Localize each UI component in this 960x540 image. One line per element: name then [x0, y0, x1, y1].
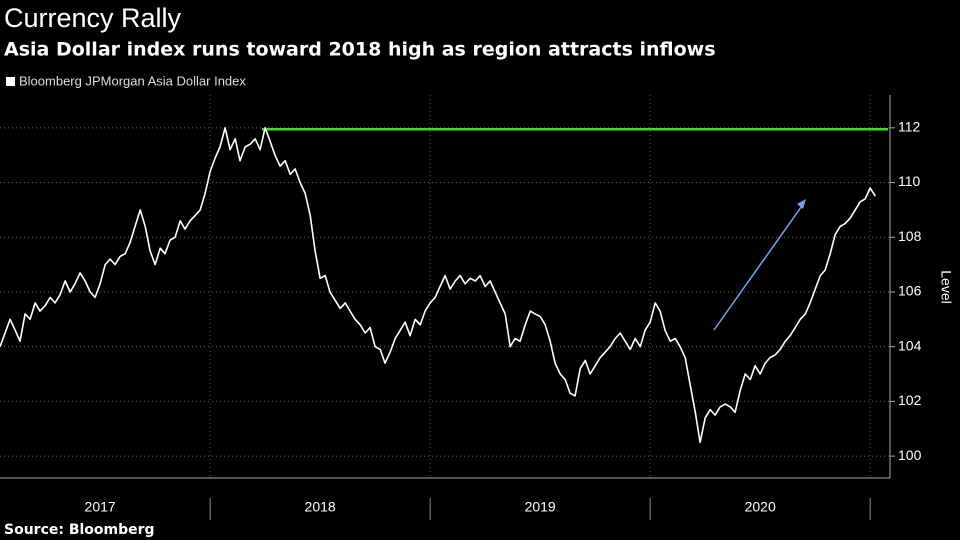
legend-label: Bloomberg JPMorgan Asia Dollar Index — [19, 73, 246, 88]
y-tick-label: 112 — [898, 119, 921, 135]
y-tick-label: 110 — [898, 173, 921, 189]
y-tick-label: 100 — [898, 447, 922, 463]
y-tick-label: 106 — [898, 283, 922, 299]
y-tick-label: 102 — [898, 392, 922, 408]
y-tick-label: 108 — [898, 228, 922, 244]
x-tick-label: 2017 — [85, 499, 116, 515]
trend-arrow-head — [797, 199, 806, 209]
chart-subtitle: Asia Dollar index runs toward 2018 high … — [4, 39, 716, 61]
source: Source: Bloomberg — [4, 522, 155, 538]
trend-arrow — [713, 202, 805, 331]
y-tick-label: 104 — [898, 337, 922, 353]
x-tick-label: 2018 — [305, 499, 336, 515]
x-tick-label: 2019 — [525, 499, 556, 515]
legend-swatch — [6, 77, 15, 86]
chart-title: Currency Rally — [4, 3, 182, 33]
data-line — [0, 127, 876, 444]
y-axis-label: Level — [938, 270, 954, 303]
x-tick-label: 2020 — [745, 499, 776, 515]
